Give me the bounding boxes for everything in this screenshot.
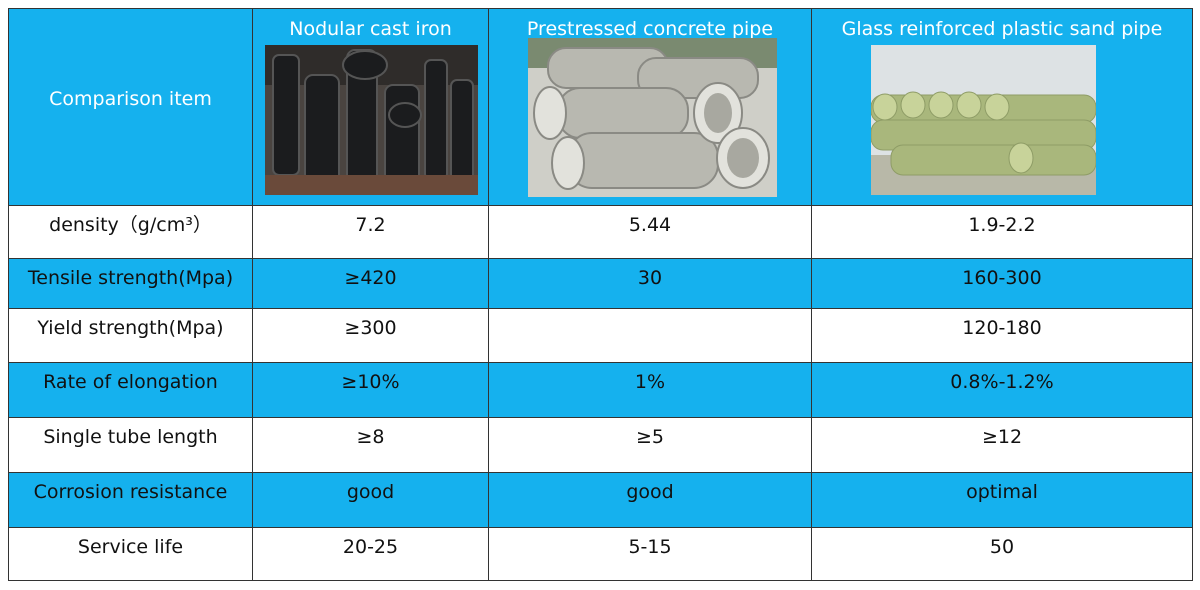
data-cell: ≥8: [252, 417, 489, 473]
data-cell: good: [488, 472, 812, 528]
row-label: density（g/cm³）: [8, 205, 253, 259]
data-cell: 120-180: [811, 308, 1193, 363]
row-label: Single tube length: [8, 417, 253, 473]
row-label: Rate of elongation: [8, 362, 253, 418]
data-cell: 1.9-2.2: [811, 205, 1193, 259]
data-cell: [488, 308, 812, 363]
header-cell: Comparison item: [8, 8, 253, 206]
data-cell: 5-15: [488, 527, 812, 581]
data-cell: 30: [488, 258, 812, 309]
concrete-pipe-photo: [528, 38, 777, 197]
data-cell: 50: [811, 527, 1193, 581]
data-cell: ≥10%: [252, 362, 489, 418]
row-label: Service life: [8, 527, 253, 581]
data-cell: 160-300: [811, 258, 1193, 309]
data-cell: good: [252, 472, 489, 528]
cast-iron-photo: [265, 45, 478, 195]
row-label: Tensile strength(Mpa): [8, 258, 253, 309]
data-cell: 1%: [488, 362, 812, 418]
data-cell: ≥5: [488, 417, 812, 473]
data-cell: ≥12: [811, 417, 1193, 473]
grp-pipe-photo: [871, 45, 1096, 195]
data-cell: 0.8%-1.2%: [811, 362, 1193, 418]
data-cell: ≥420: [252, 258, 489, 309]
data-cell: 7.2: [252, 205, 489, 259]
row-label: Corrosion resistance: [8, 472, 253, 528]
data-cell: 20-25: [252, 527, 489, 581]
data-cell: 5.44: [488, 205, 812, 259]
data-cell: optimal: [811, 472, 1193, 528]
row-label: Yield strength(Mpa): [8, 308, 253, 363]
data-cell: ≥300: [252, 308, 489, 363]
